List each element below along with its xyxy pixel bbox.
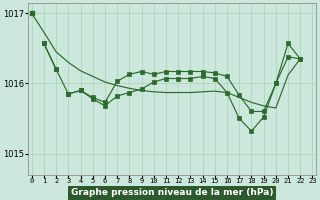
X-axis label: Graphe pression niveau de la mer (hPa): Graphe pression niveau de la mer (hPa) [71, 188, 273, 197]
